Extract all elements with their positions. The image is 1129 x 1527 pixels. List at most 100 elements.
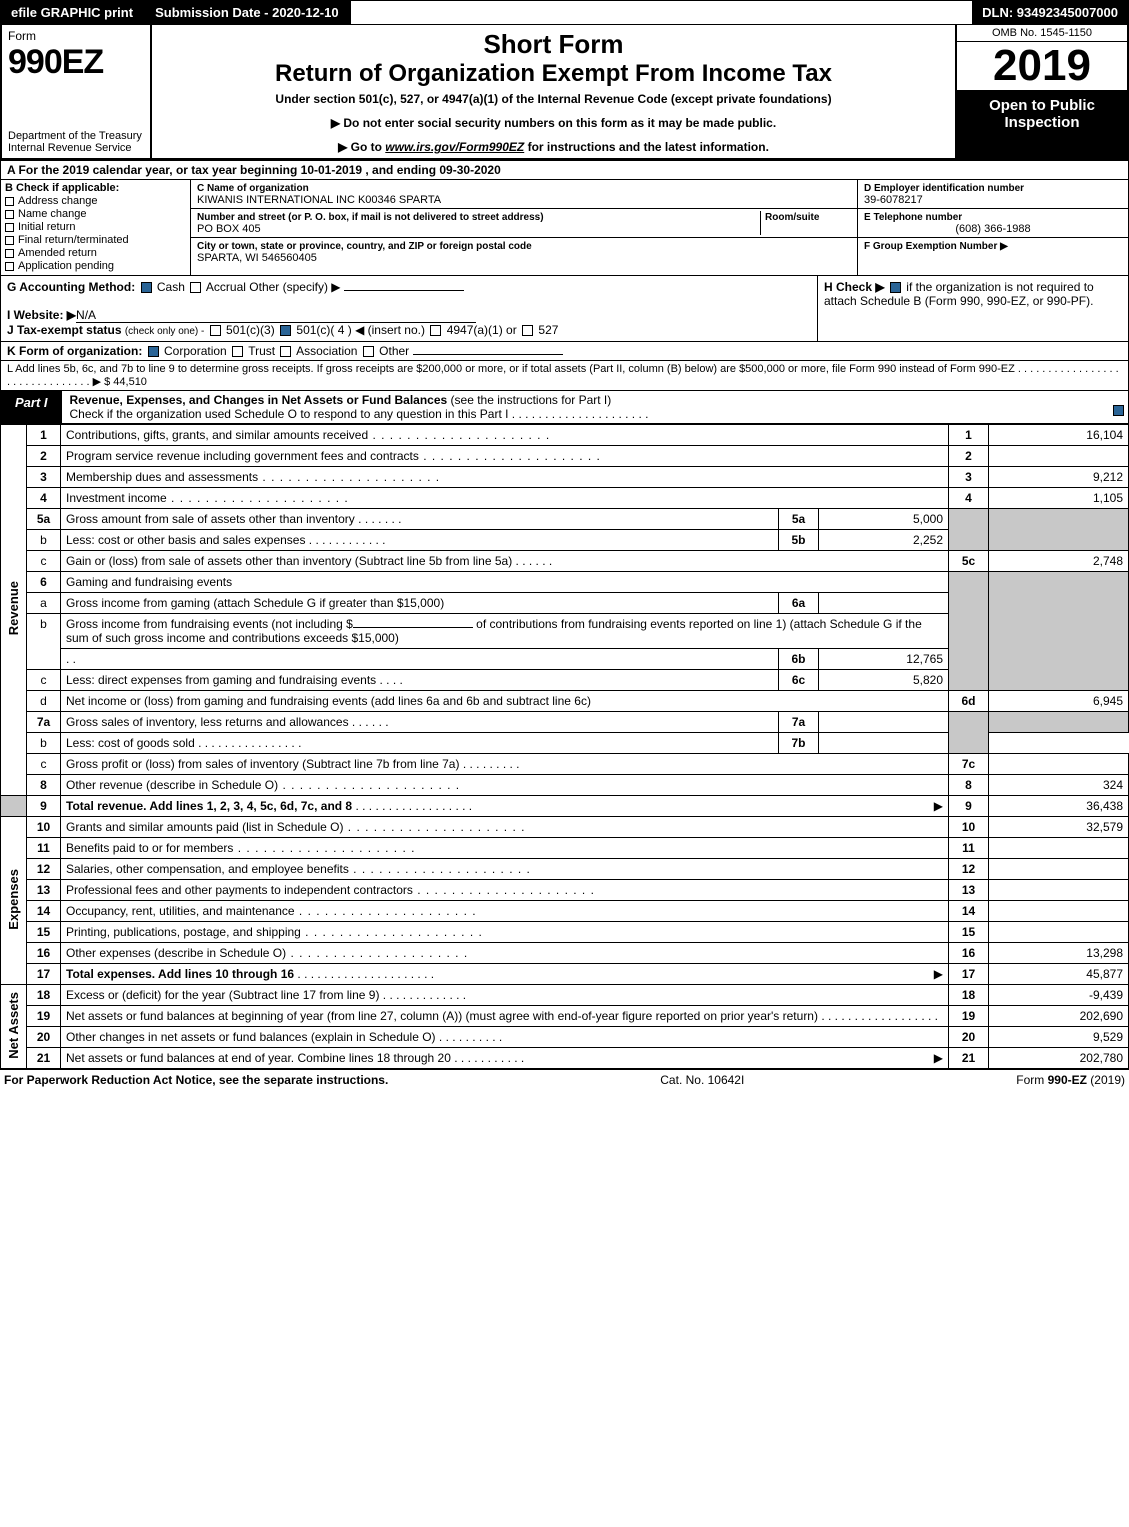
section-def: D Employer identification number 39-6078… xyxy=(858,180,1128,275)
form-header-center: Short Form Return of Organization Exempt… xyxy=(152,25,957,158)
other-method-input[interactable] xyxy=(344,290,464,291)
submission-date-button[interactable]: Submission Date - 2020-12-10 xyxy=(145,1,351,24)
chk-initial-return[interactable]: Initial return xyxy=(5,221,186,233)
line-17-value: 45,877 xyxy=(989,964,1129,985)
chk-amended-return[interactable]: Amended return xyxy=(5,247,186,259)
line-11-value xyxy=(989,838,1129,859)
line-10-value: 32,579 xyxy=(989,817,1129,838)
chk-final-return[interactable]: Final return/terminated xyxy=(5,234,186,246)
part-1-label: Part I xyxy=(1,391,62,423)
line-14-value xyxy=(989,901,1129,922)
line-h: H Check ▶ if the organization is not req… xyxy=(818,276,1128,341)
line-15-value xyxy=(989,922,1129,943)
revenue-side-label: Revenue xyxy=(1,425,27,796)
form-header-right: OMB No. 1545-1150 2019 Open to Public In… xyxy=(957,25,1127,158)
chk-527[interactable] xyxy=(522,325,533,336)
website-input[interactable]: N/A xyxy=(76,308,476,323)
form-word: Form xyxy=(8,29,144,43)
street-label: Number and street (or P. O. box, if mail… xyxy=(197,212,544,223)
section-f-label: F Group Exemption Number ▶ xyxy=(864,241,1008,252)
org-name: KIWANIS INTERNATIONAL INC K00346 SPARTA xyxy=(197,194,441,206)
room-label: Room/suite xyxy=(765,212,819,223)
chk-part1-schedule-o[interactable] xyxy=(1113,405,1124,416)
line-5a-value: 5,000 xyxy=(819,509,949,530)
short-form-title: Short Form xyxy=(160,29,947,60)
chk-501c[interactable] xyxy=(280,325,291,336)
chk-cash[interactable] xyxy=(141,282,152,293)
gross-receipts-amount: 44,510 xyxy=(113,376,147,388)
other-org-input[interactable] xyxy=(413,354,563,355)
omb-number: OMB No. 1545-1150 xyxy=(957,25,1127,42)
main-title: Return of Organization Exempt From Incom… xyxy=(160,60,947,88)
part-1-title: Revenue, Expenses, and Changes in Net As… xyxy=(62,391,1108,423)
dln-label: DLN: 93492345007000 xyxy=(972,1,1128,24)
chk-schedule-b[interactable] xyxy=(890,282,901,293)
line-2-value xyxy=(989,446,1129,467)
chk-accrual[interactable] xyxy=(190,282,201,293)
open-to-public: Open to Public Inspection xyxy=(957,91,1127,158)
section-c-label: C Name of organization xyxy=(197,183,309,194)
section-d-label: D Employer identification number xyxy=(864,183,1024,194)
chk-association[interactable] xyxy=(280,346,291,357)
line-18-value: -9,439 xyxy=(989,985,1129,1006)
line-4-value: 1,105 xyxy=(989,488,1129,509)
financial-table: Revenue 1 Contributions, gifts, grants, … xyxy=(0,424,1129,1069)
line-3-value: 9,212 xyxy=(989,467,1129,488)
expenses-side-label: Expenses xyxy=(1,817,27,985)
line-21-value: 202,780 xyxy=(989,1048,1129,1069)
line-gh: G Accounting Method: Cash Accrual Other … xyxy=(0,276,1129,342)
line-g: G Accounting Method: Cash Accrual Other … xyxy=(1,276,818,341)
form-number: 990EZ xyxy=(8,43,144,82)
catalog-number: Cat. No. 10642I xyxy=(660,1073,744,1087)
chk-corporation[interactable] xyxy=(148,346,159,357)
chk-name-change[interactable]: Name change xyxy=(5,208,186,220)
line-12-value xyxy=(989,859,1129,880)
fundraising-contrib-input[interactable] xyxy=(353,627,473,628)
section-b-label: B Check if applicable: xyxy=(5,182,119,194)
city-state-zip: SPARTA, WI 546560405 xyxy=(197,252,317,264)
line-5b-value: 2,252 xyxy=(819,530,949,551)
line-6b-value: 12,765 xyxy=(819,649,949,670)
chk-application-pending[interactable]: Application pending xyxy=(5,260,186,272)
line-8-value: 324 xyxy=(989,775,1129,796)
line-13-value xyxy=(989,880,1129,901)
section-c: C Name of organization KIWANIS INTERNATI… xyxy=(191,180,858,275)
line-7c-value xyxy=(989,754,1129,775)
line-9-value: 36,438 xyxy=(989,796,1129,817)
header-spacer xyxy=(351,1,973,24)
line-19-value: 202,690 xyxy=(989,1006,1129,1027)
line-16-value: 13,298 xyxy=(989,943,1129,964)
subtitle: Under section 501(c), 527, or 4947(a)(1)… xyxy=(160,92,947,106)
line-a: A For the 2019 calendar year, or tax yea… xyxy=(0,160,1129,180)
form-header: Form 990EZ Department of the Treasury In… xyxy=(0,25,1129,160)
net-assets-side-label: Net Assets xyxy=(1,985,27,1069)
chk-trust[interactable] xyxy=(232,346,243,357)
department-label: Department of the Treasury Internal Reve… xyxy=(8,130,144,154)
chk-address-change[interactable]: Address change xyxy=(5,195,186,207)
line-6c-value: 5,820 xyxy=(819,670,949,691)
top-header-bar: efile GRAPHIC print Submission Date - 20… xyxy=(0,0,1129,25)
form-footer-ref: Form 990-EZ (2019) xyxy=(1016,1073,1125,1087)
line-1-value: 16,104 xyxy=(989,425,1129,446)
chk-other-org[interactable] xyxy=(363,346,374,357)
paperwork-notice: For Paperwork Reduction Act Notice, see … xyxy=(4,1073,388,1087)
part-1-header: Part I Revenue, Expenses, and Changes in… xyxy=(0,391,1129,424)
form-header-left: Form 990EZ Department of the Treasury In… xyxy=(2,25,152,158)
section-e-label: E Telephone number xyxy=(864,212,962,223)
info-block: B Check if applicable: Address change Na… xyxy=(0,180,1129,276)
line-7b-value xyxy=(819,733,949,754)
line-7a-value xyxy=(819,712,949,733)
ein: 39-6078217 xyxy=(864,194,923,206)
note-instructions: ▶ Go to www.irs.gov/Form990EZ for instru… xyxy=(160,140,947,154)
city-label: City or town, state or province, country… xyxy=(197,241,532,252)
line-6d-value: 6,945 xyxy=(989,691,1129,712)
chk-4947a1[interactable] xyxy=(430,325,441,336)
line-5c-value: 2,748 xyxy=(989,551,1129,572)
line-k: K Form of organization: Corporation Trus… xyxy=(0,342,1129,361)
irs-link[interactable]: www.irs.gov/Form990EZ xyxy=(385,140,524,154)
telephone: (608) 366-1988 xyxy=(864,223,1122,235)
line-6a-value xyxy=(819,593,949,614)
chk-501c3[interactable] xyxy=(210,325,221,336)
section-b: B Check if applicable: Address change Na… xyxy=(1,180,191,275)
efile-print-button[interactable]: efile GRAPHIC print xyxy=(1,1,145,24)
